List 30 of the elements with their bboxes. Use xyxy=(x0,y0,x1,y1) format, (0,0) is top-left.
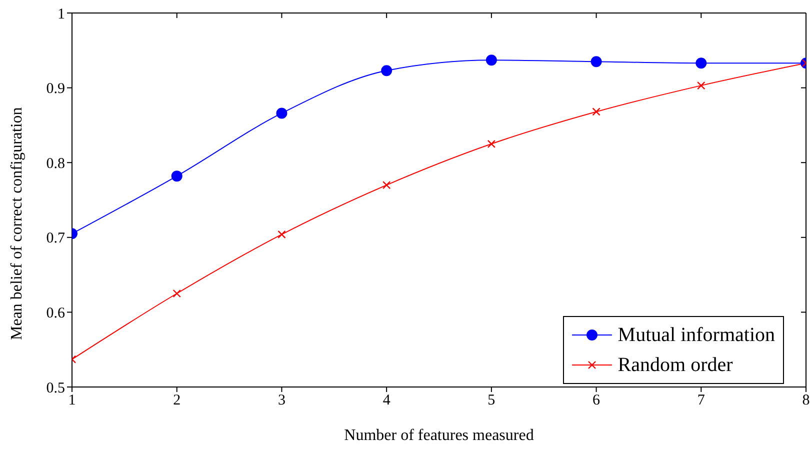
legend-label: Random order xyxy=(618,353,733,378)
point xyxy=(172,289,181,298)
point xyxy=(696,58,707,69)
point xyxy=(486,54,497,66)
y-tick-label: 1 xyxy=(58,6,65,22)
y-tick-label: 0.7 xyxy=(46,230,66,247)
x-tick-label: 7 xyxy=(697,392,706,409)
x-tick-label: 1 xyxy=(68,392,76,409)
legend-label: Mutual information xyxy=(618,323,775,348)
y-tick-label: 0.5 xyxy=(46,380,65,396)
x-tick-label: 4 xyxy=(382,392,391,409)
y-tick-label: 0.6 xyxy=(46,306,66,322)
x-tick-label: 8 xyxy=(802,392,810,409)
point xyxy=(487,140,496,148)
x-tick-label: 6 xyxy=(592,392,601,409)
x-tick-label: 3 xyxy=(278,392,286,409)
point xyxy=(381,65,392,76)
point xyxy=(382,180,391,190)
y-tick-label: 0.9 xyxy=(46,81,65,98)
point xyxy=(697,81,706,90)
point xyxy=(276,108,288,119)
y-tick-label: 0.8 xyxy=(46,156,65,172)
point xyxy=(171,170,182,182)
y-axis-title: Mean belief of correct configuration xyxy=(8,107,26,340)
x-axis-title: Number of features measured xyxy=(344,427,534,444)
point xyxy=(592,108,600,116)
x-tick-label: 5 xyxy=(488,392,496,409)
x-tick-label: 2 xyxy=(173,392,181,409)
point xyxy=(278,230,286,239)
point xyxy=(590,56,602,68)
